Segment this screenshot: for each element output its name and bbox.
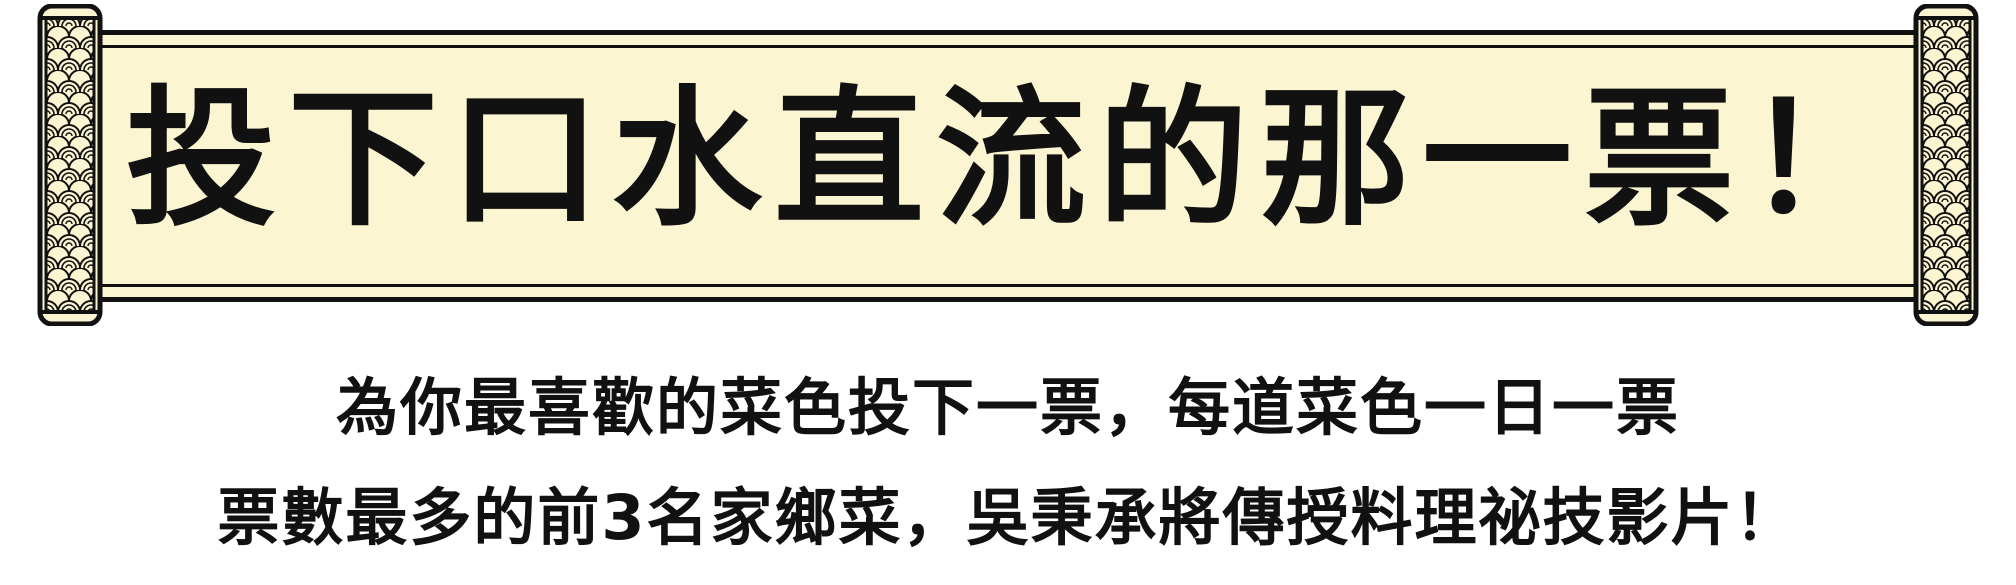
scroll-paper [90,30,1926,302]
scroll-roller-left-icon [36,4,104,326]
subtitle-line-1: 為你最喜歡的菜色投下一票，每道菜色一日一票 [335,371,1680,444]
scroll-banner: 投下口水直流的那一票！ [36,4,1980,326]
banner-title: 投下口水直流的那一票！ [126,73,1890,247]
scroll-roller-right-icon [1912,4,1980,326]
subtitle-line-2: 票數最多的前3名家鄉菜，吳秉承將傳授料理祕技影片！ [217,481,1799,554]
